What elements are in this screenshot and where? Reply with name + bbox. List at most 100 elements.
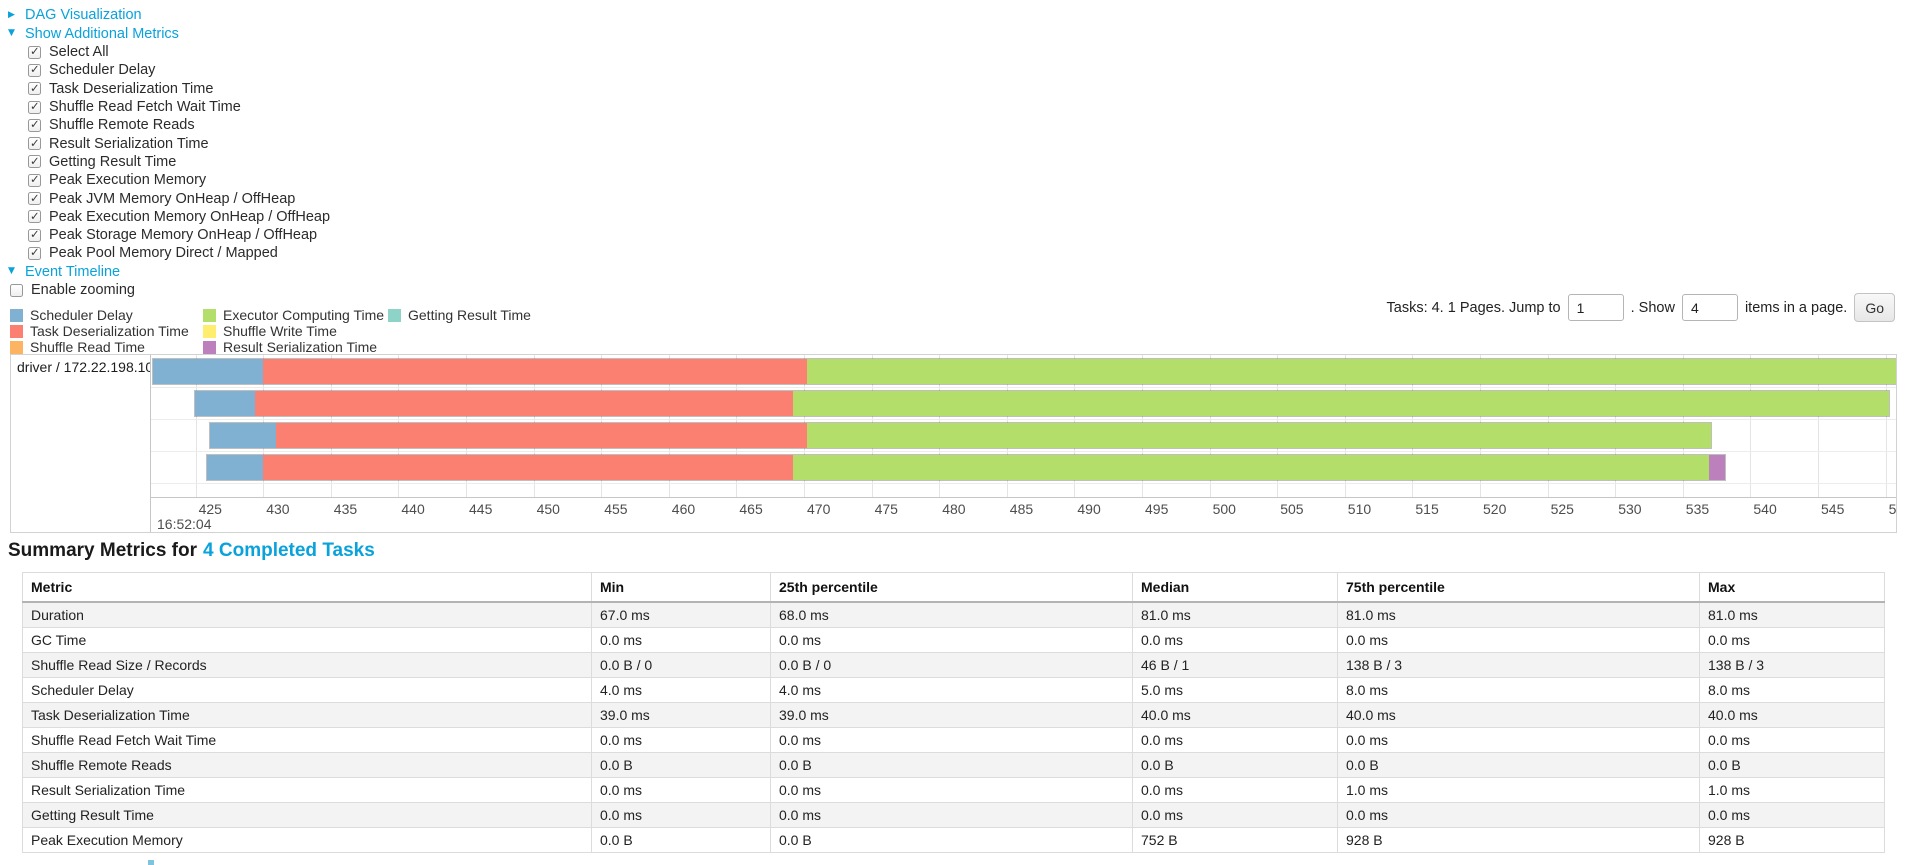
checkbox[interactable] bbox=[28, 62, 41, 77]
task-bar[interactable] bbox=[194, 390, 1890, 417]
row-separator bbox=[151, 387, 1896, 388]
table-cell: Shuffle Read Fetch Wait Time bbox=[22, 727, 592, 753]
task-bar[interactable] bbox=[152, 358, 1896, 385]
table-cell: 0.0 ms bbox=[1132, 627, 1338, 653]
metric-checkbox-row: Peak Storage Memory OnHeap / OffHeap bbox=[8, 226, 330, 244]
table-cell: 752 B bbox=[1132, 827, 1338, 853]
checkbox[interactable] bbox=[28, 245, 41, 260]
table-cell: 0.0 ms bbox=[770, 627, 1133, 653]
axis-tick-label: 495 bbox=[1145, 501, 1169, 517]
table-header-cell: Min bbox=[591, 572, 771, 603]
axis-tick-label: 485 bbox=[1009, 501, 1034, 517]
show-additional-metrics-toggle[interactable]: ▼ Show Additional Metrics bbox=[8, 25, 330, 44]
table-cell: 67.0 ms bbox=[591, 601, 771, 628]
table-row: Getting Result Time 0.0 ms 0.0 ms 0.0 ms 0.0… bbox=[22, 802, 1885, 828]
seg-task-deserialization bbox=[262, 359, 807, 384]
axis-tick-label: 475 bbox=[874, 501, 898, 517]
event-timeline-chart: driver / 172.22.198.104 425 430 435 440 445 4… bbox=[10, 354, 1897, 533]
table-cell: 0.0 ms bbox=[591, 727, 771, 753]
event-timeline-toggle[interactable]: ▼ Event Timeline bbox=[8, 263, 330, 282]
checkbox[interactable] bbox=[28, 81, 41, 96]
seg-task-deserialization bbox=[276, 423, 807, 448]
axis-tick-label: 525 bbox=[1550, 501, 1574, 517]
table-cell: 5.0 ms bbox=[1132, 677, 1338, 703]
table-cell: Shuffle Remote Reads bbox=[22, 752, 592, 778]
legend-label: Scheduler Delay bbox=[30, 307, 133, 323]
seg-scheduler-delay bbox=[153, 359, 263, 384]
seg-executor-computing bbox=[793, 391, 1889, 416]
table-cell: Peak Execution Memory bbox=[22, 827, 592, 853]
metric-checkbox-row: Shuffle Read Fetch Wait Time bbox=[8, 98, 330, 116]
table-cell: 40.0 ms bbox=[1699, 702, 1885, 728]
checkbox[interactable] bbox=[28, 117, 41, 132]
legend-swatch bbox=[203, 340, 216, 354]
metric-checkbox-label: Peak JVM Memory OnHeap / OffHeap bbox=[49, 190, 296, 207]
task-bar[interactable] bbox=[206, 454, 1726, 481]
chevron-right-icon: ▶ bbox=[8, 9, 15, 20]
table-cell: 39.0 ms bbox=[591, 702, 771, 728]
axis-tick-label: 520 bbox=[1483, 501, 1507, 517]
metric-checkbox-label: Task Deserialization Time bbox=[49, 80, 214, 97]
metric-checkbox-row: Peak Execution Memory OnHeap / OffHeap bbox=[8, 208, 330, 226]
table-row: Peak Execution Memory 0.0 B 0.0 B 752 B 928 … bbox=[22, 827, 1885, 853]
table-cell: 0.0 ms bbox=[1132, 777, 1338, 803]
checkbox[interactable] bbox=[28, 136, 41, 151]
table-cell: 0.0 ms bbox=[591, 802, 771, 828]
table-cell: 928 B bbox=[1337, 827, 1700, 853]
table-cell: 68.0 ms bbox=[770, 601, 1133, 628]
table-cell: Task Deserialization Time bbox=[22, 702, 592, 728]
table-cell: 0.0 ms bbox=[1337, 727, 1700, 753]
axis-tick-label: 505 bbox=[1280, 501, 1304, 517]
checkbox[interactable] bbox=[28, 209, 41, 224]
completed-tasks-link[interactable]: 4 Completed Tasks bbox=[203, 540, 375, 561]
task-bar[interactable] bbox=[209, 422, 1713, 449]
table-row: Task Deserialization Time 39.0 ms 39.0 ms 4… bbox=[22, 702, 1885, 728]
legend-swatch bbox=[203, 308, 216, 322]
axis-tick-label: 465 bbox=[739, 501, 763, 517]
table-cell: 39.0 ms bbox=[770, 702, 1133, 728]
legend-entry: Task Deserialization Time bbox=[10, 323, 203, 339]
metric-checkbox-label: Peak Storage Memory OnHeap / OffHeap bbox=[49, 227, 318, 244]
show-additional-metrics-label: Show Additional Metrics bbox=[25, 25, 179, 42]
table-cell: 0.0 ms bbox=[1337, 802, 1700, 828]
jump-to-page-input[interactable] bbox=[1567, 294, 1624, 321]
table-cell: 138 B / 3 bbox=[1699, 652, 1885, 678]
legend-entry: Result Serialization Time bbox=[203, 339, 388, 355]
table-cell: 81.0 ms bbox=[1699, 601, 1885, 628]
table-cell: 0.0 ms bbox=[1132, 727, 1338, 753]
legend-entry: Executor Computing Time bbox=[203, 307, 388, 323]
checkbox[interactable] bbox=[28, 44, 41, 59]
legend-entry: Shuffle Write Time bbox=[203, 323, 388, 339]
legend-swatch bbox=[10, 308, 23, 322]
legend-entry: Shuffle Read Time bbox=[10, 339, 203, 355]
pagination-prefix-text: Tasks: 4. 1 Pages. Jump to bbox=[1386, 299, 1561, 316]
metric-checkbox-label: Select All bbox=[49, 44, 109, 61]
checkbox[interactable] bbox=[28, 172, 41, 187]
table-cell: 0.0 ms bbox=[1699, 627, 1885, 653]
task-pagination: Tasks: 4. 1 Pages. Jump to . Show items … bbox=[1386, 293, 1895, 322]
metric-checkbox-label: Peak Pool Memory Direct / Mapped bbox=[49, 245, 278, 262]
items-per-page-input[interactable] bbox=[1681, 294, 1738, 321]
go-button[interactable]: Go bbox=[1854, 293, 1895, 322]
table-cell: 0.0 ms bbox=[1337, 627, 1700, 653]
table-cell: 0.0 B bbox=[770, 827, 1133, 853]
table-cell: Result Serialization Time bbox=[22, 777, 592, 803]
timeline-plot-area bbox=[151, 355, 1896, 498]
dag-visualization-toggle[interactable]: ▶ DAG Visualization bbox=[8, 6, 330, 25]
axis-tick-label: 490 bbox=[1077, 501, 1101, 517]
table-cell: 0.0 ms bbox=[1699, 802, 1885, 828]
timeline-x-axis: 425 430 435 440 445 450 455 460 465 470 475 480 485 4… bbox=[151, 498, 1896, 532]
table-row: Result Serialization Time 0.0 ms 0.0 ms 0.0… bbox=[22, 777, 1885, 803]
checkbox[interactable] bbox=[28, 154, 41, 169]
axis-tick-label: 430 bbox=[266, 501, 290, 517]
chevron-down-icon: ▼ bbox=[8, 266, 15, 277]
checkbox[interactable] bbox=[28, 227, 41, 242]
enable-zooming-checkbox[interactable] bbox=[10, 283, 23, 297]
table-cell: 0.0 B bbox=[591, 752, 771, 778]
table-cell: 928 B bbox=[1699, 827, 1885, 853]
checkbox[interactable] bbox=[28, 191, 41, 206]
table-cell: 0.0 B bbox=[770, 752, 1133, 778]
axis-gridline bbox=[195, 355, 197, 497]
table-row: Scheduler Delay 4.0 ms 4.0 ms 5.0 ms 8.0 ms 8… bbox=[22, 677, 1885, 703]
checkbox[interactable] bbox=[28, 99, 41, 114]
